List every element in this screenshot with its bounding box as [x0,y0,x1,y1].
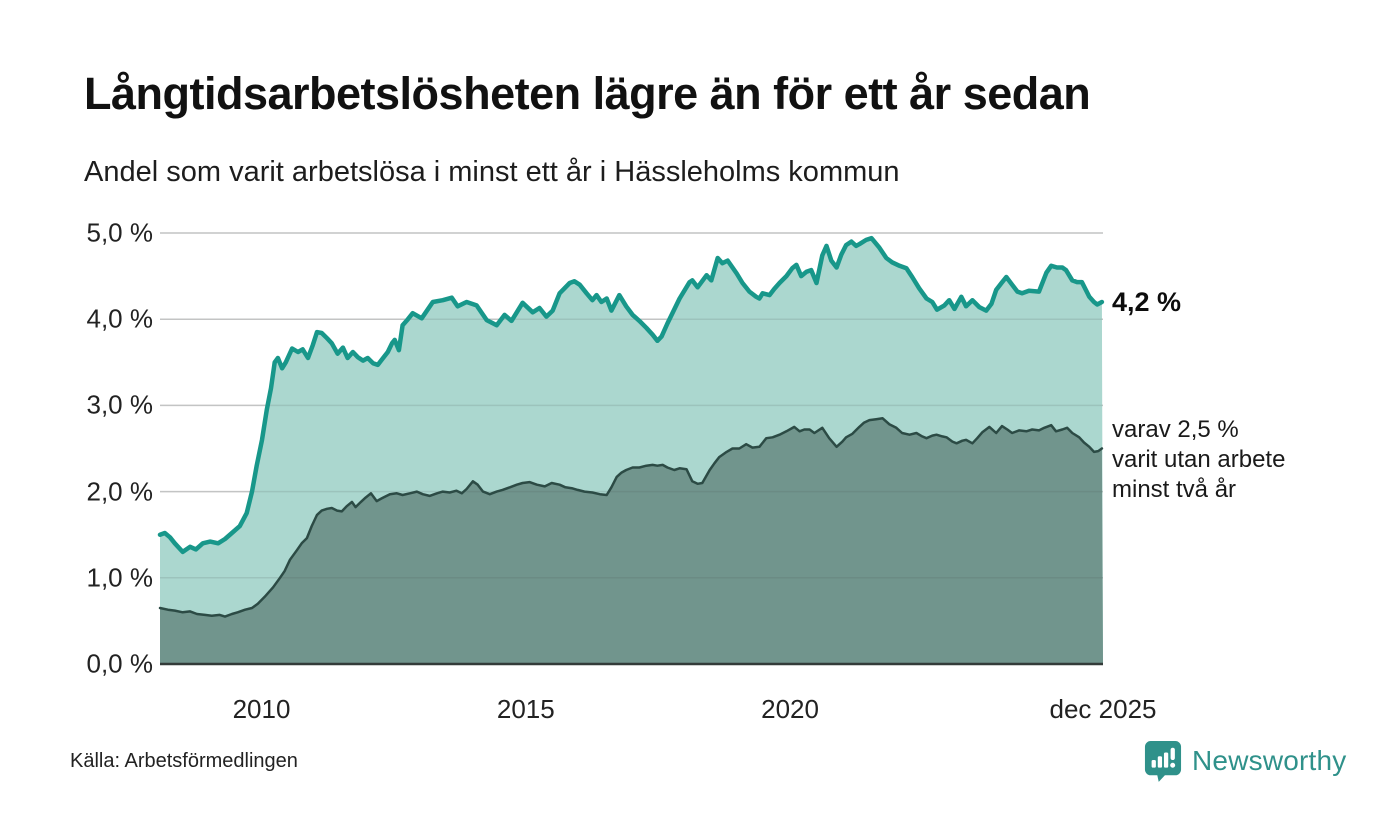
y-axis-tick-label: 5,0 % [86,217,154,248]
two-year-annotation-line3: minst två år [1112,476,1237,503]
x-axis-tick-label: 2010 [232,694,291,724]
two-year-annotation-line1: varav 2,5 % [1112,416,1239,443]
two-year-annotation: varav 2,5 % varit utan arbete minst två … [1112,415,1285,505]
source-caption: Källa: Arbetsförmedlingen [70,750,298,772]
two-year-annotation-line2: varit utan arbete [1112,446,1286,473]
x-axis-tick-label: 2020 [761,694,819,724]
series-line [158,417,1104,618]
newsworthy-logo-icon [1144,741,1182,782]
y-axis-tick-label: 1,0 % [86,562,154,593]
chart-subtitle: Andel som varit arbetslösa i minst ett å… [84,156,900,188]
x-axis-tick-label: 2015 [496,694,555,724]
brand-wordmark: Newsworthy [1192,745,1347,776]
chart-title: Långtidsarbetslösheten lägre än för ett … [84,68,1091,119]
y-axis-tick-label: 2,0 % [86,476,154,507]
x-axis-tick-label: dec 2025 [1049,694,1157,724]
series-line [157,235,1105,555]
area-fill [160,418,1103,664]
y-axis-tick-label: 0,0 % [86,648,154,679]
y-axis-tick-label: 4,0 % [86,303,154,334]
brand-lockup: Newsworthy [1144,740,1346,782]
latest-value-label: 4,2 % [1112,287,1182,317]
y-axis-tick-label: 3,0 % [86,389,154,420]
